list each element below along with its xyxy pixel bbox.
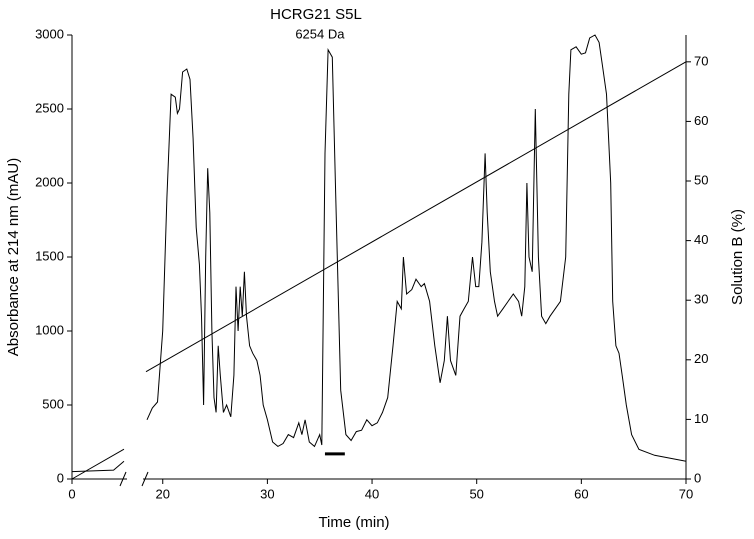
- x-tick-label: 70: [679, 486, 693, 501]
- axis-break: [141, 471, 149, 487]
- series-line: [71, 448, 125, 480]
- y-tick-label: 1500: [35, 248, 64, 263]
- y2-tick-label: 70: [694, 53, 708, 68]
- x-tick-label: 60: [574, 486, 588, 501]
- x-tick-label: 50: [469, 486, 483, 501]
- x-tick-label: 20: [156, 486, 170, 501]
- y2-tick-label: 0: [694, 470, 701, 485]
- y2-tick-label: 40: [694, 232, 708, 247]
- x-tick-label: 30: [260, 486, 274, 501]
- y-tick-label: 1000: [35, 322, 64, 337]
- y-tick-label: 2500: [35, 100, 64, 115]
- x-tick-label: 40: [365, 486, 379, 501]
- y2-tick-label: 50: [694, 172, 708, 187]
- y-tick-label: 0: [57, 470, 64, 485]
- y2-axis-label: Solution B (%): [729, 209, 746, 305]
- y-tick-label: 2000: [35, 174, 64, 189]
- y-tick-label: 500: [42, 396, 64, 411]
- y2-tick-label: 60: [694, 113, 708, 128]
- x-axis-label: Time (min): [318, 514, 389, 531]
- annotation: 6254 Da: [295, 26, 345, 41]
- y2-tick-label: 20: [694, 351, 708, 366]
- y2-tick-label: 10: [694, 411, 708, 426]
- y-axis-label: Absorbance at 214 nm (mAU): [5, 158, 22, 356]
- series-line: [146, 34, 687, 462]
- series-line: [145, 61, 687, 373]
- y2-tick-label: 30: [694, 292, 708, 307]
- series-line: [71, 460, 125, 473]
- y-tick-label: 3000: [35, 26, 64, 41]
- chart-title: HCRG21 S5L: [270, 6, 362, 23]
- x-tick-label: 0: [68, 486, 75, 501]
- axis-break: [119, 471, 127, 487]
